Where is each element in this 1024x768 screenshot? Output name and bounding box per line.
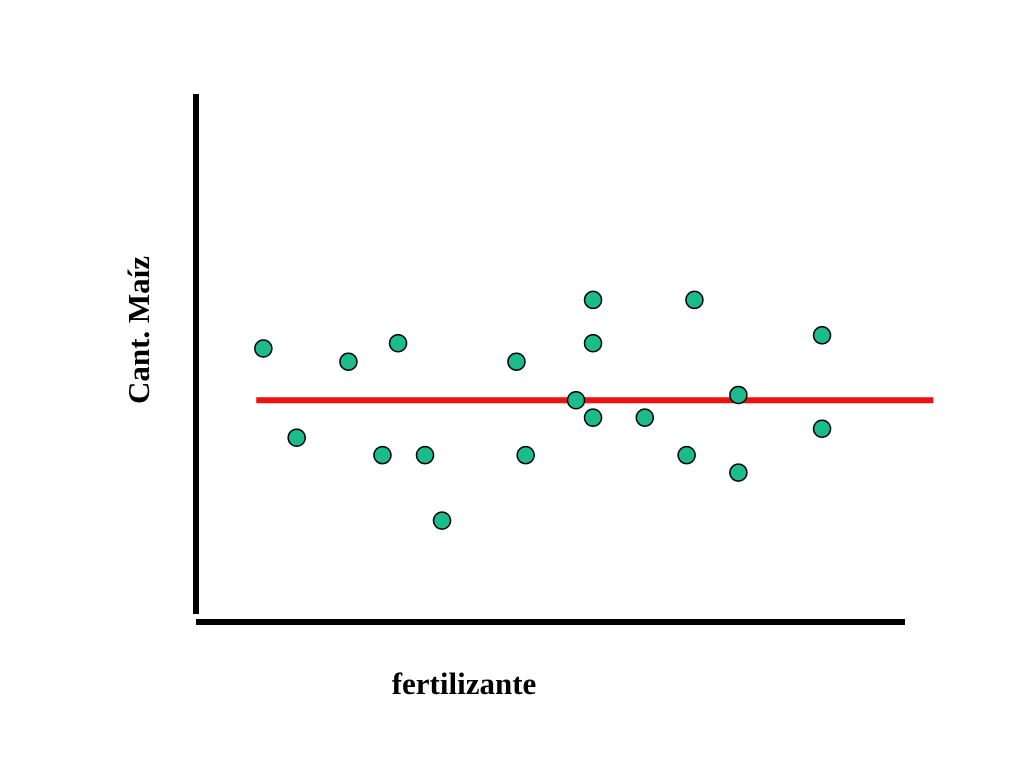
data-point [388, 333, 408, 353]
data-point [516, 445, 535, 465]
data-point [566, 390, 586, 410]
data-point [373, 445, 392, 465]
data-point [287, 428, 306, 447]
data-point [729, 385, 748, 405]
data-point [507, 352, 526, 371]
data-point [583, 333, 603, 353]
data-point [432, 511, 452, 530]
data-point [677, 445, 696, 465]
data-points [254, 290, 832, 530]
data-point [685, 290, 704, 310]
data-point [583, 290, 603, 310]
data-point [635, 408, 655, 427]
data-point [729, 463, 748, 482]
data-point [583, 408, 603, 427]
data-point [254, 339, 273, 358]
y-axis-title: Cant. Maíz [121, 256, 156, 404]
data-point [812, 419, 832, 439]
data-point [415, 445, 435, 465]
x-axis-title: fertilizante [392, 666, 537, 701]
data-point [339, 352, 358, 371]
data-point [812, 326, 832, 345]
